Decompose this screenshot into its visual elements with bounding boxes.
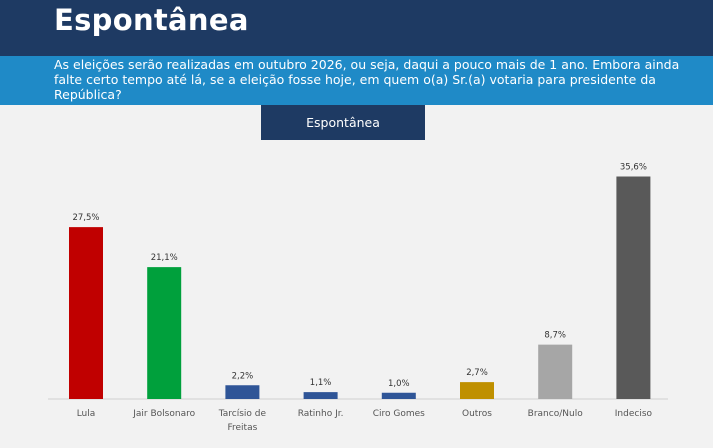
category-label-0: Lula <box>77 409 96 419</box>
bar-7 <box>616 176 651 399</box>
category-label-4: Ciro Gomes <box>373 409 425 419</box>
value-label-1: 21,1% <box>151 253 178 263</box>
value-label-5: 2,7% <box>466 368 488 378</box>
header-bar: Espontânea <box>0 0 713 56</box>
category-label-line: Branco/Nulo <box>528 409 584 419</box>
page-title: Espontânea <box>54 3 249 37</box>
category-label-6: Branco/Nulo <box>528 409 584 419</box>
value-label-0: 27,5% <box>72 213 99 223</box>
value-label-2: 2,2% <box>232 371 254 381</box>
category-label-7: Indeciso <box>615 409 653 419</box>
category-label-1: Jair Bolsonaro <box>132 409 195 419</box>
bar-2 <box>225 385 260 399</box>
category-label-line: Outros <box>462 409 492 419</box>
chart-title: Espontânea <box>261 105 425 140</box>
category-label-line: Jair Bolsonaro <box>132 409 195 419</box>
bar-0 <box>69 227 103 399</box>
question-text: As eleições serão realizadas em outubro … <box>54 57 680 102</box>
bar-3 <box>303 392 338 399</box>
category-label-line: Ratinho Jr. <box>298 409 344 419</box>
category-label-3: Ratinho Jr. <box>298 409 344 419</box>
category-label-line: Lula <box>77 409 96 419</box>
bar-1 <box>147 267 182 399</box>
question-banner: As eleições serão realizadas em outubro … <box>0 56 713 105</box>
category-label-5: Outros <box>462 409 492 419</box>
bar-6 <box>538 344 573 399</box>
category-label-line: Tarcísio de <box>218 409 267 419</box>
category-label-line: Freitas <box>228 423 258 433</box>
bar-5 <box>460 382 494 399</box>
category-label-line: Ciro Gomes <box>373 409 425 419</box>
value-label-3: 1,1% <box>310 378 332 388</box>
value-label-7: 35,6% <box>620 163 647 173</box>
value-label-4: 1,0% <box>388 379 410 389</box>
category-label-line: Indeciso <box>615 409 653 419</box>
value-label-6: 8,7% <box>544 331 566 341</box>
bar-4 <box>381 392 416 399</box>
category-label-2: Tarcísio de Freitas <box>218 409 267 433</box>
